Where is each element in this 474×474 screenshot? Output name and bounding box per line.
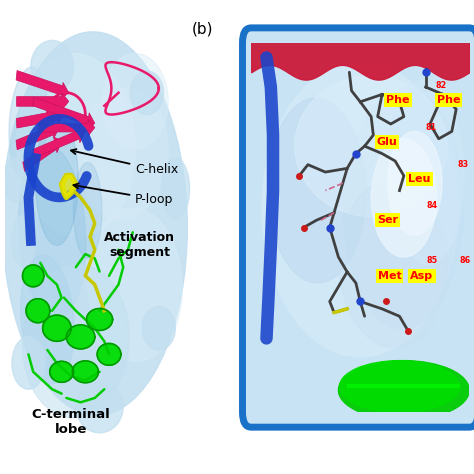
Text: 86: 86 — [459, 256, 471, 265]
Polygon shape — [43, 315, 71, 341]
Text: P-loop: P-loop — [73, 183, 173, 206]
FancyArrow shape — [16, 108, 64, 128]
Ellipse shape — [102, 54, 168, 149]
Text: Ser: Ser — [377, 215, 398, 225]
Ellipse shape — [9, 67, 48, 179]
FancyArrow shape — [17, 93, 69, 109]
FancyArrow shape — [33, 127, 85, 158]
Polygon shape — [97, 344, 121, 365]
Text: Phe: Phe — [437, 95, 460, 105]
Ellipse shape — [88, 208, 182, 361]
Ellipse shape — [344, 89, 464, 329]
Ellipse shape — [78, 88, 168, 219]
Text: C-helix: C-helix — [71, 149, 178, 176]
FancyArrow shape — [38, 119, 95, 136]
Polygon shape — [26, 299, 50, 323]
Text: 85: 85 — [427, 256, 438, 265]
Ellipse shape — [73, 163, 102, 258]
Text: Phe: Phe — [386, 95, 410, 105]
Ellipse shape — [12, 215, 36, 267]
Text: Activation
segment: Activation segment — [104, 231, 175, 259]
Ellipse shape — [338, 361, 469, 420]
Ellipse shape — [2, 158, 31, 202]
Text: 81: 81 — [426, 123, 437, 132]
Text: C-terminal
lobe: C-terminal lobe — [32, 408, 110, 436]
Ellipse shape — [130, 71, 164, 115]
Polygon shape — [73, 361, 99, 383]
Ellipse shape — [18, 146, 86, 319]
Ellipse shape — [161, 158, 190, 219]
Ellipse shape — [142, 306, 175, 350]
Ellipse shape — [338, 181, 447, 348]
Ellipse shape — [76, 381, 123, 433]
Ellipse shape — [36, 115, 78, 246]
Text: Glu: Glu — [376, 137, 397, 147]
FancyArrow shape — [33, 97, 95, 129]
Text: 82: 82 — [436, 81, 447, 90]
FancyArrow shape — [23, 137, 62, 171]
Ellipse shape — [262, 61, 458, 357]
Ellipse shape — [267, 98, 366, 283]
Ellipse shape — [12, 337, 45, 389]
Ellipse shape — [2, 32, 187, 415]
FancyBboxPatch shape — [243, 28, 474, 427]
Ellipse shape — [387, 80, 464, 264]
Ellipse shape — [20, 255, 74, 384]
Ellipse shape — [339, 361, 459, 412]
Ellipse shape — [31, 40, 73, 93]
Polygon shape — [62, 175, 76, 197]
Ellipse shape — [387, 131, 442, 235]
Text: Met: Met — [378, 271, 401, 281]
Polygon shape — [23, 265, 44, 287]
Text: Leu: Leu — [408, 174, 430, 184]
Ellipse shape — [17, 53, 135, 237]
Polygon shape — [66, 325, 95, 349]
Ellipse shape — [23, 265, 129, 418]
Text: 84: 84 — [426, 201, 438, 210]
Ellipse shape — [371, 139, 437, 257]
Polygon shape — [87, 309, 113, 330]
Text: Asp: Asp — [410, 271, 434, 281]
Ellipse shape — [295, 76, 447, 217]
Text: (b): (b) — [192, 21, 213, 36]
Polygon shape — [50, 361, 73, 382]
FancyArrow shape — [16, 71, 69, 99]
FancyArrow shape — [16, 122, 59, 150]
Text: 83: 83 — [457, 160, 468, 169]
